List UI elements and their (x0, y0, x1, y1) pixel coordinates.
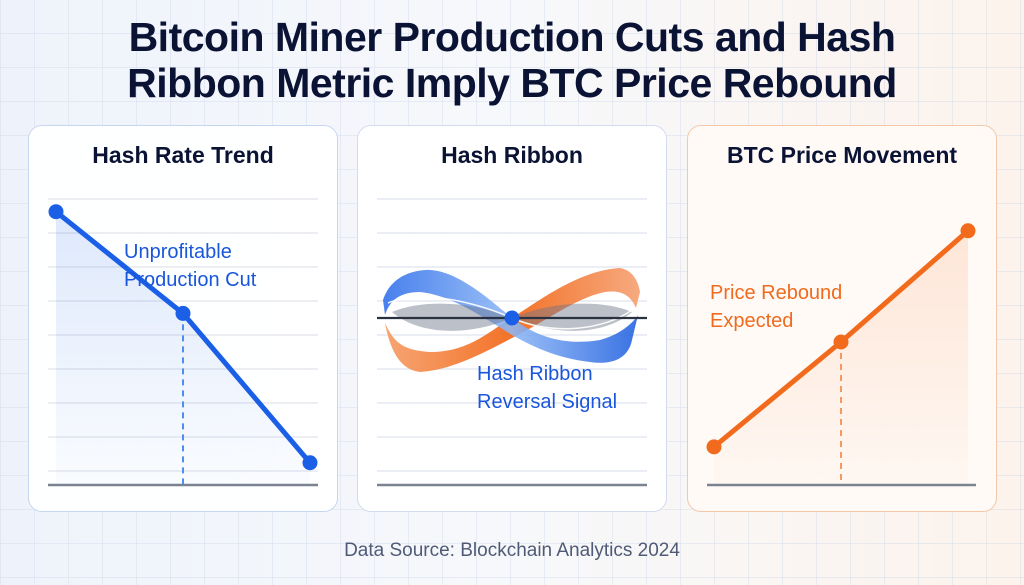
hash-rate-title: Hash Rate Trend (92, 142, 274, 168)
annotation-line-2: Expected (710, 310, 794, 332)
btc-price-title: BTC Price Movement (726, 142, 958, 168)
page-title: Bitcoin Miner Production Cuts and Hash R… (0, 14, 1024, 106)
title-line-1: Bitcoin Miner Production Cuts and Hash (128, 14, 896, 60)
annotation-line-1: Unprofitable (124, 241, 232, 263)
title-line-2: Ribbon Metric Imply BTC Price Rebound (127, 60, 897, 106)
panel-hash-ribbon: Hash Ribbon (357, 125, 667, 512)
annotation-line-1: Price Rebound (710, 282, 843, 304)
price-rebound-annotation: Price Rebound Expected (710, 279, 842, 335)
reversal-signal-annotation: Hash Ribbon Reversal Signal (477, 360, 617, 416)
panel-hash-rate-trend: Hash Rate Trend (28, 125, 338, 512)
annotation-line-2: Production Cut (124, 269, 257, 291)
annotation-line-2: Reversal Signal (477, 391, 618, 413)
annotation-line-1: Hash Ribbon (477, 363, 593, 385)
hash-ribbon-title: Hash Ribbon (441, 142, 583, 168)
production-cut-annotation: Unprofitable Production Cut (124, 238, 256, 294)
data-source-footer: Data Source: Blockchain Analytics 2024 (344, 540, 680, 561)
